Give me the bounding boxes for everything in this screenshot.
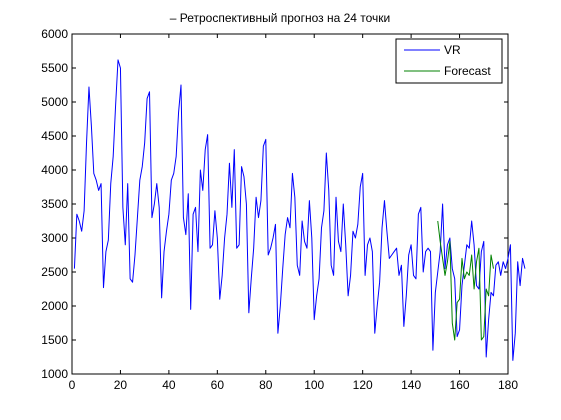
x-tick-label: 120 bbox=[353, 378, 373, 392]
chart-title: – Ретроспективный прогноз на 24 точки bbox=[170, 11, 391, 25]
x-tick-label: 180 bbox=[498, 378, 518, 392]
x-tick-label: 160 bbox=[450, 378, 470, 392]
y-tick-label: 6000 bbox=[41, 27, 68, 41]
x-tick-label: 100 bbox=[304, 378, 324, 392]
y-tick-label: 1000 bbox=[41, 367, 68, 381]
x-tick-label: 20 bbox=[114, 378, 128, 392]
plot-area bbox=[71, 33, 509, 375]
y-axis: 1000 1500 2000 2500 3000 3500 4000 4500 5000 5500… bbox=[41, 27, 508, 381]
series-layer bbox=[73, 59, 526, 361]
y-tick-label: 5500 bbox=[41, 61, 68, 75]
x-tick-label: 40 bbox=[162, 378, 176, 392]
plot-frame bbox=[71, 33, 509, 375]
y-tick-label: 2500 bbox=[41, 265, 68, 279]
legend-label-vr: VR bbox=[444, 43, 461, 57]
y-tick-label: 3000 bbox=[41, 231, 68, 245]
series-line-vr bbox=[73, 59, 526, 361]
y-tick-label: 3500 bbox=[41, 197, 68, 211]
legend-label-forecast: Forecast bbox=[444, 64, 491, 78]
series-line-forecast bbox=[437, 220, 494, 341]
x-tick-label: 140 bbox=[401, 378, 421, 392]
legend-box bbox=[395, 38, 503, 84]
y-tick-label: 1500 bbox=[41, 333, 68, 347]
x-axis: 0 20 40 60 80 100 120 140 160 180 bbox=[69, 34, 518, 392]
legend: VR Forecast bbox=[395, 38, 503, 84]
x-tick-label: 0 bbox=[69, 378, 76, 392]
y-tick-label: 4000 bbox=[41, 163, 68, 177]
y-tick-label: 5000 bbox=[41, 95, 68, 109]
x-tick-label: 60 bbox=[211, 378, 225, 392]
y-tick-label: 4500 bbox=[41, 129, 68, 143]
x-tick-label: 80 bbox=[259, 378, 273, 392]
y-tick-label: 2000 bbox=[41, 299, 68, 313]
